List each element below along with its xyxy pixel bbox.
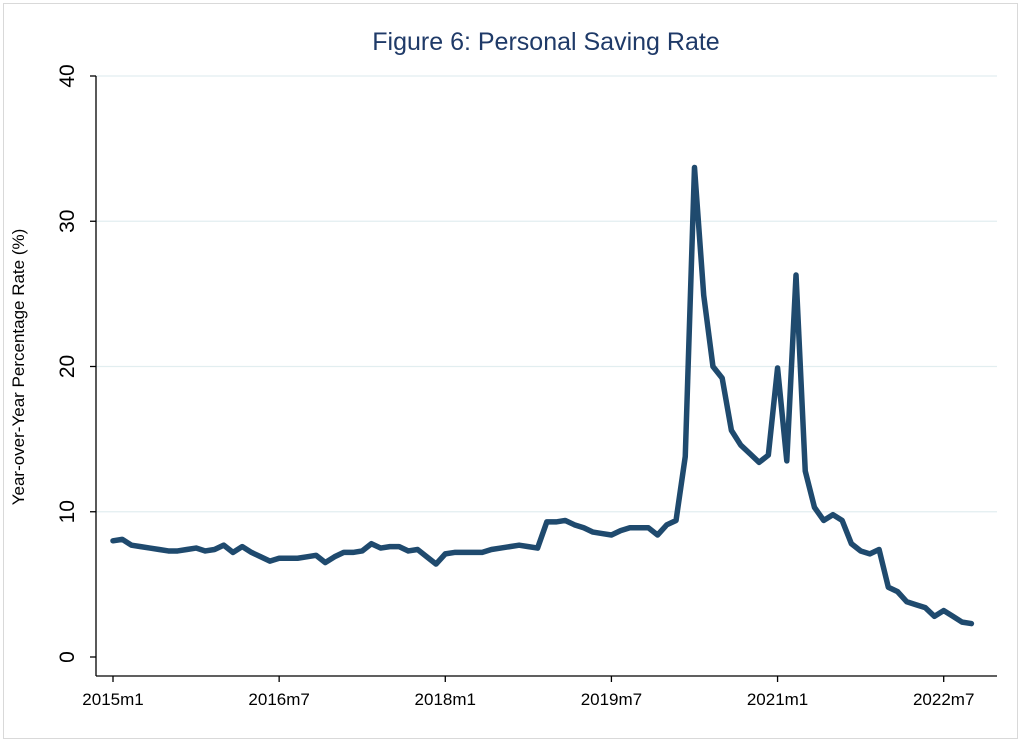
x-tick-label: 2016m7 xyxy=(248,690,309,709)
x-tick-label: 2015m1 xyxy=(82,690,143,709)
x-tick-label: 2022m7 xyxy=(913,690,974,709)
x-tick-label: 2021m1 xyxy=(747,690,808,709)
axes xyxy=(95,76,997,677)
y-tick-label: 30 xyxy=(56,210,79,233)
series-layer xyxy=(110,164,975,627)
gridlines xyxy=(96,75,997,513)
y-tick-label: 20 xyxy=(56,355,79,378)
chart-frame xyxy=(3,3,1018,739)
y-tick-label: 10 xyxy=(56,500,79,523)
y-tick-label: 40 xyxy=(56,64,79,87)
series-line xyxy=(110,164,975,627)
y-tick-label: 0 xyxy=(56,651,79,663)
y-axis-label: Year-over-Year Percentage Rate (%) xyxy=(9,229,28,506)
y-ticks: 0 10 20 30 40 xyxy=(56,64,96,663)
x-ticks: 2015m1 2016m7 2018m1 2019m7 2021m1 2022m7 xyxy=(82,676,974,709)
x-tick-label: 2018m1 xyxy=(415,690,476,709)
x-tick-label: 2019m7 xyxy=(581,690,642,709)
chart-title: Figure 6: Personal Saving Rate xyxy=(372,28,719,56)
